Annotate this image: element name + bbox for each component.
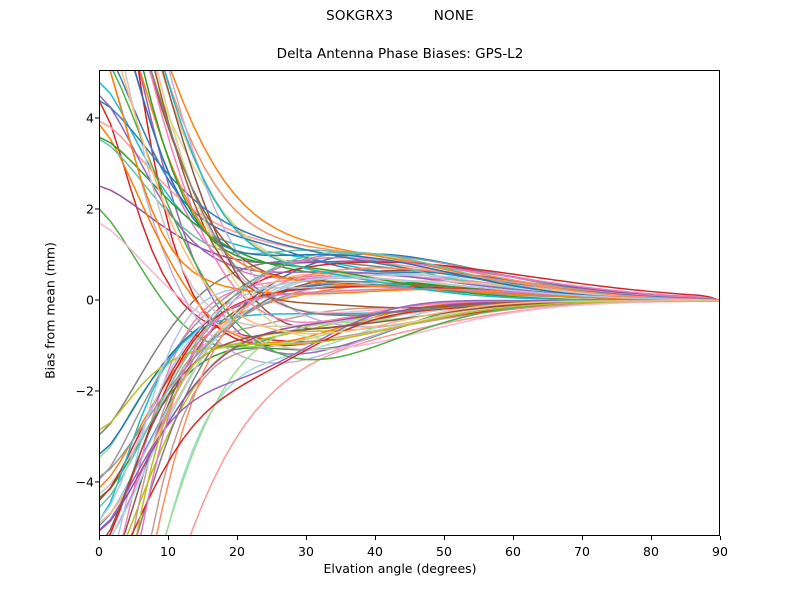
x-tick-label: 10	[160, 544, 176, 559]
x-tick-mark	[306, 536, 308, 540]
y-tick-mark	[95, 117, 99, 119]
plot-area	[99, 70, 720, 536]
y-tick-mark	[95, 208, 99, 210]
data-line	[136, 280, 719, 535]
x-tick-mark	[375, 536, 377, 540]
x-tick-label: 70	[574, 544, 590, 559]
data-line	[120, 71, 719, 335]
x-tick-label: 30	[298, 544, 314, 559]
x-tick-mark	[168, 536, 170, 540]
y-axis-tick-labels: −4 −2 0 2 4	[60, 0, 94, 600]
x-tick-label: 60	[505, 544, 521, 559]
y-tick-label: 0	[86, 292, 94, 308]
x-tick-label: 90	[712, 544, 728, 559]
data-line	[111, 256, 719, 535]
x-tick-mark	[99, 536, 101, 540]
chart-title: Delta Antenna Phase Biases: GPS-L2	[276, 46, 524, 62]
y-tick-label: −4	[75, 474, 94, 490]
figure-suptitle: SOKGRX3 NONE	[326, 8, 474, 24]
data-line	[100, 277, 719, 521]
x-tick-label: 0	[95, 544, 103, 559]
x-tick-mark	[513, 536, 515, 540]
y-tick-label: −2	[75, 383, 94, 399]
x-tick-mark	[720, 536, 722, 540]
y-axis-label: Bias from mean (mm)	[42, 242, 58, 379]
data-line	[122, 274, 719, 535]
y-axis-tick-marks	[95, 0, 99, 600]
data-line	[100, 222, 719, 351]
y-tick-mark	[95, 390, 99, 392]
x-tick-label: 80	[643, 544, 659, 559]
data-line	[155, 267, 719, 535]
x-tick-label: 20	[229, 544, 245, 559]
data-line	[140, 288, 719, 535]
data-line	[150, 71, 719, 317]
x-tick-mark	[582, 536, 584, 540]
y-tick-mark	[95, 481, 99, 483]
x-tick-label: 50	[436, 544, 452, 559]
y-tick-label: 2	[86, 201, 94, 217]
y-tick-mark	[95, 299, 99, 301]
x-tick-label: 40	[367, 544, 383, 559]
x-axis-label: Elvation angle (degrees)	[323, 561, 477, 576]
x-axis-tick-marks	[0, 536, 800, 542]
line-series-group	[100, 71, 719, 535]
x-tick-mark	[237, 536, 239, 540]
x-tick-mark	[651, 536, 653, 540]
y-tick-label: 4	[86, 110, 94, 126]
x-axis-tick-labels: 0 10 20 30 40 50 60 70 80 90	[0, 538, 800, 562]
x-tick-mark	[444, 536, 446, 540]
